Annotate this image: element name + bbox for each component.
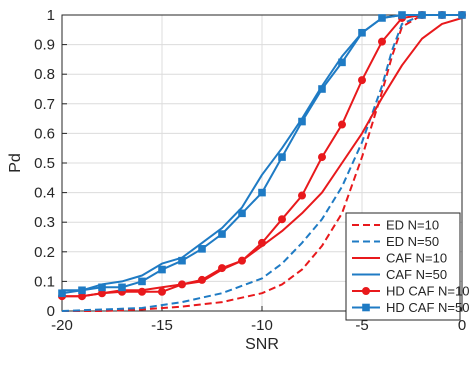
- series-0: [62, 14, 462, 312]
- series-5-point: [438, 11, 446, 19]
- series-5-point: [178, 256, 186, 265]
- series-5-point: [158, 265, 166, 274]
- y-tick-label: 0.4: [34, 185, 55, 202]
- legend-entry: CAF N=50: [352, 267, 447, 282]
- series-4-point: [138, 287, 146, 296]
- series-5-point: [198, 245, 206, 253]
- series-5-point: [238, 209, 246, 218]
- y-tick-label: 1: [47, 7, 55, 24]
- legend-box: [345, 212, 461, 321]
- series-4-point: [318, 153, 326, 162]
- data-series: [58, 11, 466, 312]
- series-4-point: [338, 120, 346, 129]
- legend-entry: HD CAF N=50: [352, 300, 469, 315]
- series-5-point: [78, 286, 86, 295]
- y-tick-label: 0.9: [34, 37, 55, 54]
- series-4-point: [238, 256, 246, 265]
- x-axis-label: SNR: [245, 336, 279, 353]
- y-axis-label: Pd: [7, 153, 24, 173]
- series-4-point: [218, 264, 226, 273]
- legend-label: ED N=50: [386, 234, 439, 249]
- series-5-point: [338, 58, 346, 67]
- series-4-point: [258, 238, 266, 247]
- y-tick-label: 0.5: [34, 155, 55, 172]
- y-tick-label: 0.2: [34, 244, 55, 261]
- y-tick-label: 0.6: [34, 125, 55, 142]
- x-tick-label: -20: [51, 317, 73, 334]
- series-5-point: [278, 153, 286, 161]
- series-5-point: [218, 230, 226, 238]
- series-5-point: [418, 11, 426, 19]
- series-5-point: [362, 303, 370, 312]
- series-5-point: [378, 14, 386, 22]
- series-4-point: [198, 275, 206, 284]
- series-4-point: [178, 280, 186, 289]
- series-4-point: [358, 76, 366, 85]
- y-tick-label: 0.7: [34, 96, 55, 113]
- y-tick-label: 0: [47, 303, 55, 320]
- series-5-point: [98, 283, 106, 292]
- series-5: [58, 11, 466, 298]
- series-5-point: [258, 188, 266, 197]
- series-4-point: [158, 287, 166, 296]
- series-4-point: [362, 287, 370, 295]
- series-5-point: [138, 277, 146, 286]
- legend-label: CAF N=50: [386, 267, 447, 282]
- legend-label: ED N=10: [386, 218, 439, 233]
- legend-label: HD CAF N=10: [386, 284, 469, 299]
- legend-label: CAF N=10: [386, 251, 447, 266]
- legend-entry: HD CAF N=10: [352, 284, 469, 299]
- series-5-point: [458, 11, 466, 19]
- legend-entry: ED N=10: [352, 218, 439, 233]
- y-tick-label: 0.8: [34, 66, 55, 83]
- series-5-point: [58, 289, 66, 298]
- legend-label: HD CAF N=50: [386, 300, 469, 315]
- series-1: [61, 14, 462, 312]
- series-5-point: [398, 11, 406, 19]
- series-1-line: [61, 14, 462, 312]
- series-5-point: [118, 283, 126, 292]
- series-5-point: [318, 85, 326, 93]
- x-tick-label: -15: [151, 317, 173, 334]
- axis-ticks: -20 -15 -10 -5 0 0 0.1 0.2 0.3 0.4 0.5 0.6 0.7 0.8 0.9…: [34, 7, 466, 334]
- x-tick-label: 0: [458, 317, 466, 334]
- series-4-point: [278, 215, 286, 224]
- y-tick-label: 0.1: [34, 273, 55, 290]
- legend-entry: CAF N=10: [352, 251, 447, 266]
- series-4-point: [378, 37, 386, 46]
- series-4-point: [298, 191, 306, 200]
- y-tick-label: 0.3: [34, 214, 55, 231]
- series-0-line: [62, 14, 462, 312]
- series-5-point: [358, 28, 366, 37]
- series-5-point: [298, 117, 306, 126]
- x-tick-label: -10: [251, 317, 273, 334]
- x-tick-label: -5: [355, 317, 368, 334]
- legend-entry: ED N=50: [352, 234, 439, 249]
